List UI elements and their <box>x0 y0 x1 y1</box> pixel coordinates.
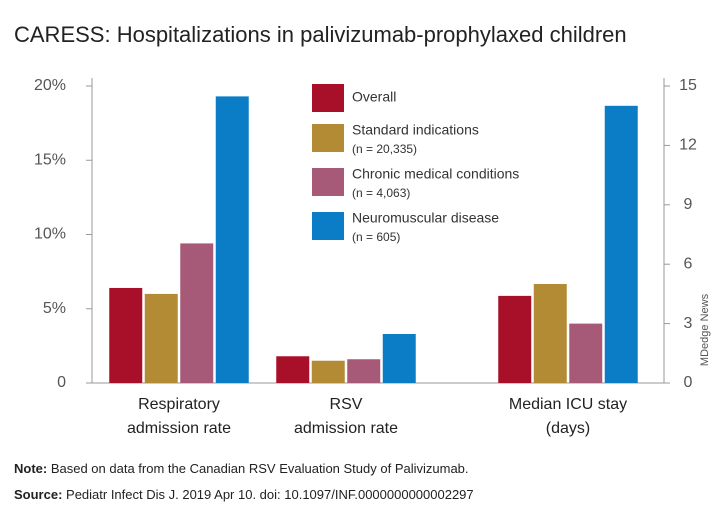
note: Note: Based on data from the Canadian RS… <box>14 461 469 476</box>
y-tick-label: 15% <box>34 151 66 168</box>
x-tick-label: Median ICU stay (days) <box>509 396 627 437</box>
source: Source: Pediatr Infect Dis J. 2019 Apr 1… <box>14 487 474 502</box>
legend-label: Overall <box>352 89 396 105</box>
legend-label: Chronic medical conditions <box>352 166 519 182</box>
legend-swatch <box>312 84 344 112</box>
bar <box>109 287 143 383</box>
bar <box>311 360 345 383</box>
bar <box>382 333 416 383</box>
x-tick-line: (days) <box>546 420 590 437</box>
watermark: MDedge News <box>699 293 711 366</box>
legend-n: (n = 4,063) <box>352 186 410 200</box>
legend-swatch <box>312 168 344 196</box>
source-text: Pediatr Infect Dis J. 2019 Apr 10. doi: … <box>62 487 473 502</box>
x-tick-line: Median ICU stay <box>509 396 627 413</box>
x-tick-label: Respiratory admission rate <box>127 396 231 437</box>
bar <box>604 105 638 384</box>
x-tick-label: RSV admission rate <box>294 396 398 437</box>
y2-tick-label: 12 <box>679 137 697 154</box>
x-tick-line: admission rate <box>127 420 231 437</box>
bar <box>533 284 567 383</box>
source-label: Source: <box>14 487 62 502</box>
bar <box>276 356 310 383</box>
note-text: Based on data from the Canadian RSV Eval… <box>47 461 468 476</box>
bar <box>144 293 178 383</box>
y-tick-label: 10% <box>34 226 66 243</box>
x-tick-line: admission rate <box>294 420 398 437</box>
legend-n: (n = 20,335) <box>352 142 417 156</box>
y-tick-label: 0 <box>57 374 66 391</box>
y-tick-label: 5% <box>43 300 66 317</box>
y-tick-label: 20% <box>34 77 66 94</box>
bar <box>347 359 381 383</box>
bar <box>215 96 249 384</box>
chart-title: CARESS: Hospitalizations in palivizumab-… <box>14 22 627 47</box>
x-tick-line: RSV <box>330 396 363 413</box>
x-tick-line: Respiratory <box>138 396 220 413</box>
bar <box>180 243 214 383</box>
y2-tick-label: 9 <box>684 196 693 213</box>
bar <box>498 295 532 383</box>
y2-tick-label: 6 <box>684 255 693 272</box>
note-label: Note: <box>14 461 47 476</box>
y2-tick-label: 0 <box>684 374 693 391</box>
legend-swatch <box>312 212 344 240</box>
y2-tick-label: 15 <box>679 77 697 94</box>
legend-n: (n = 605) <box>352 230 400 244</box>
legend-label: Standard indications <box>352 122 479 138</box>
bar <box>569 323 603 383</box>
legend-swatch <box>312 124 344 152</box>
y2-tick-label: 3 <box>684 315 693 332</box>
legend-label: Neuromuscular disease <box>352 210 499 226</box>
